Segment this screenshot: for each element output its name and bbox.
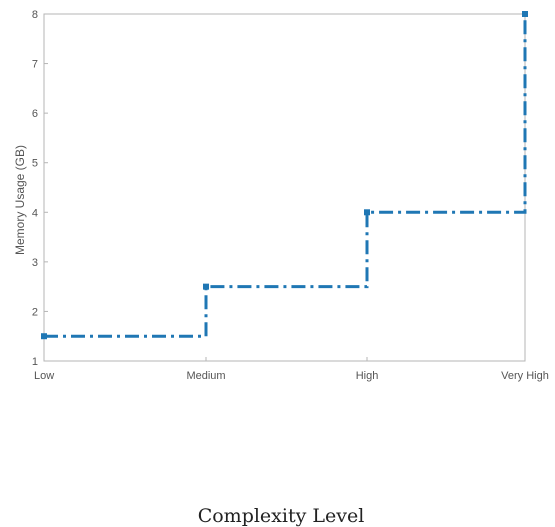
y-tick-label: 3 (32, 257, 38, 269)
y-axis-ticks: 1 2 3 4 5 6 7 8 (32, 9, 48, 368)
x-tick-label: Very High (501, 370, 549, 382)
y-tick-label: 7 (32, 59, 38, 71)
data-point (203, 283, 209, 290)
plot-area (43, 13, 526, 362)
y-tick-label: 4 (32, 207, 38, 219)
y-tick-label: 6 (32, 108, 38, 120)
y-axis-label: Memory Usage (GB) (13, 145, 27, 255)
y-tick-label: 1 (32, 356, 38, 368)
y-tick-label: 5 (32, 158, 38, 170)
y-tick-label: 8 (32, 9, 38, 21)
series-layer (41, 11, 528, 340)
x-axis-label: Complexity Level (198, 505, 365, 527)
data-point (41, 333, 47, 340)
data-point (522, 11, 528, 17)
x-tick-label: High (356, 370, 379, 382)
x-tick-label: Low (34, 370, 54, 382)
x-tick-label: Medium (186, 370, 225, 382)
x-axis-ticks: Low Medium High Very High (34, 357, 549, 382)
series-line (44, 14, 527, 338)
y-tick-label: 2 (32, 306, 38, 318)
data-point (364, 209, 370, 216)
